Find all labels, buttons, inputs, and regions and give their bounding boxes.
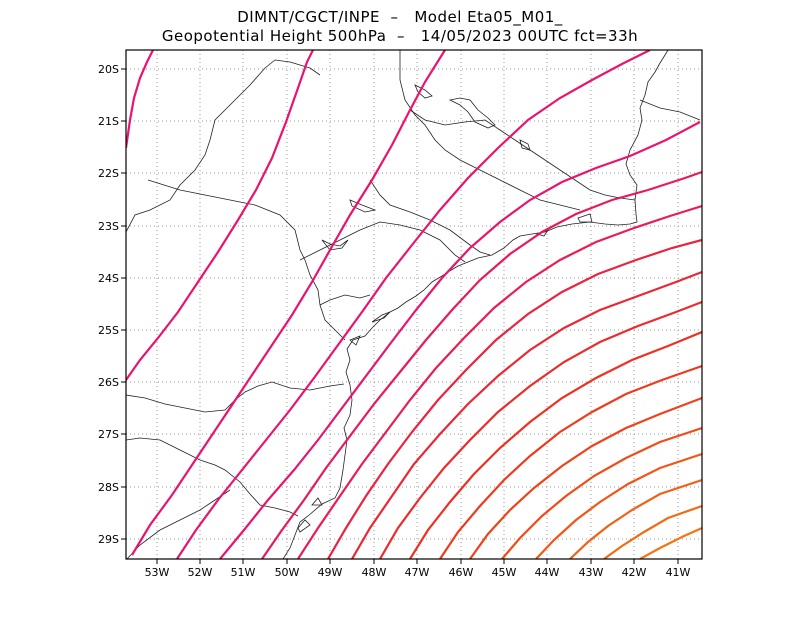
contour-line (469, 396, 702, 559)
lon-label: 41W (666, 566, 691, 579)
contour-line (569, 478, 702, 559)
lon-label: 43W (579, 566, 604, 579)
plot-frame (125, 49, 703, 560)
lon-label: 52W (188, 566, 213, 579)
lon-label: 53W (145, 566, 170, 579)
lon-label: 50W (275, 566, 300, 579)
lon-label: 47W (405, 566, 430, 579)
lon-label: 49W (318, 566, 343, 579)
contour-line (379, 300, 702, 559)
lat-label: 21S (98, 115, 119, 128)
contour-line (535, 452, 702, 559)
lon-label: 48W (362, 566, 387, 579)
lon-label: 51W (231, 566, 256, 579)
axis-ticks (121, 68, 679, 564)
lat-label: 22S (98, 167, 119, 180)
contour-line (126, 50, 314, 381)
lon-label: 44W (535, 566, 560, 579)
coastline-and-borders (126, 50, 701, 559)
contour-line (219, 121, 701, 559)
lon-label: 45W (492, 566, 517, 579)
contour-line (261, 170, 702, 559)
lat-label: 23S (98, 220, 119, 233)
contour-line (351, 270, 702, 559)
contour-line (439, 364, 702, 559)
geopotential-contours (126, 50, 702, 559)
lat-label: 20S (98, 63, 119, 76)
lat-label: 28S (98, 481, 119, 494)
contour-line (409, 330, 702, 559)
map-title-line1: DIMNT/CGCT/INPE – Model Eta05_M01_ (237, 8, 563, 26)
contour-line (639, 526, 702, 559)
contour-line (297, 204, 702, 559)
latitude-labels: 20S 21S 22S 23S 24S 25S 26S 27S 28S 29S (98, 63, 119, 546)
contour-line (327, 238, 702, 559)
lat-label: 25S (98, 324, 119, 337)
grid-lines (126, 50, 702, 559)
contour-line (603, 504, 702, 559)
lat-label: 26S (98, 376, 119, 389)
contour-line (501, 426, 702, 559)
lat-label: 27S (98, 428, 119, 441)
longitude-labels: 53W 52W 51W 50W 49W 48W 47W 46W 45W 44W … (145, 566, 691, 579)
lon-label: 46W (449, 566, 474, 579)
contour-line (131, 50, 446, 556)
lon-label: 42W (622, 566, 647, 579)
contour-line (126, 50, 154, 149)
lat-label: 24S (98, 272, 119, 285)
contour-line (176, 50, 651, 559)
map-title-line2: Geopotential Height 500hPa – 14/05/2023 … (161, 27, 639, 45)
lat-label: 29S (98, 533, 119, 546)
